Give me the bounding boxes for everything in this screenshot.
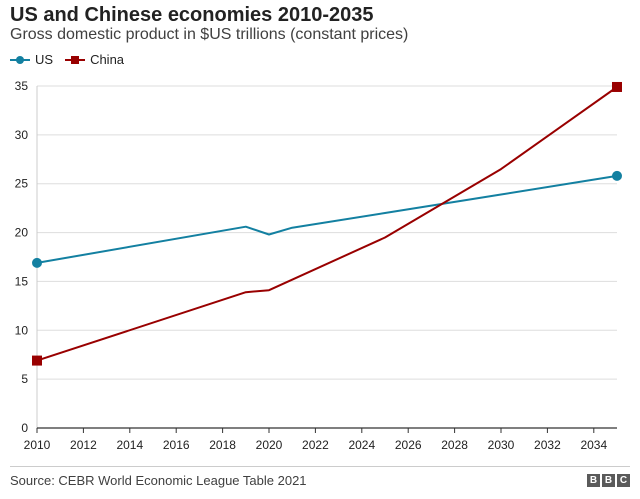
data-point-us (612, 170, 622, 181)
x-tick-label: 2030 (488, 438, 515, 452)
data-point-us (32, 257, 42, 268)
x-tick-label: 2010 (24, 438, 51, 452)
data-point-china (32, 355, 42, 366)
bbc-logo-letter: B (602, 474, 615, 487)
x-tick-label: 2020 (256, 438, 283, 452)
y-tick-label: 0 (21, 421, 28, 435)
y-tick-label: 5 (21, 372, 28, 386)
data-point-china (612, 81, 622, 92)
x-tick-label: 2018 (209, 438, 236, 452)
footer-divider (10, 466, 630, 467)
x-tick-label: 2022 (302, 438, 329, 452)
x-tick-label: 2016 (163, 438, 190, 452)
legend-label-china: China (90, 52, 125, 67)
legend-key-china-icon (65, 55, 86, 64)
x-tick-label: 2026 (395, 438, 422, 452)
x-tick-label: 2028 (441, 438, 468, 452)
x-tick-label: 2014 (116, 438, 143, 452)
y-tick-label: 30 (15, 128, 29, 142)
legend-key-us-icon (10, 55, 30, 64)
legend-item-china: China (65, 52, 124, 67)
bbc-logo-letter: C (617, 474, 630, 487)
legend-label-us: US (35, 52, 54, 67)
y-tick-label: 20 (15, 226, 29, 240)
x-tick-label: 2032 (534, 438, 561, 452)
chart-subtitle: Gross domestic product in $US trillions … (10, 26, 409, 43)
y-tick-label: 35 (15, 79, 29, 93)
legend-item-us: US (10, 52, 53, 67)
bbc-logo-letter: B (587, 474, 600, 487)
y-tick-label: 25 (15, 177, 29, 191)
source-note: Source: CEBR World Economic League Table… (10, 473, 307, 488)
x-tick-label: 2012 (70, 438, 97, 452)
chart-title: US and Chinese economies 2010-2035 (10, 4, 374, 26)
y-tick-label: 15 (15, 274, 29, 288)
x-tick-label: 2034 (580, 438, 607, 452)
y-tick-label: 10 (15, 323, 29, 337)
series-line-us (36, 174, 618, 264)
bbc-logo: B B C (587, 474, 630, 487)
x-tick-label: 2024 (348, 438, 375, 452)
chart-legend: US China (10, 52, 124, 67)
series-line-china (36, 86, 618, 362)
